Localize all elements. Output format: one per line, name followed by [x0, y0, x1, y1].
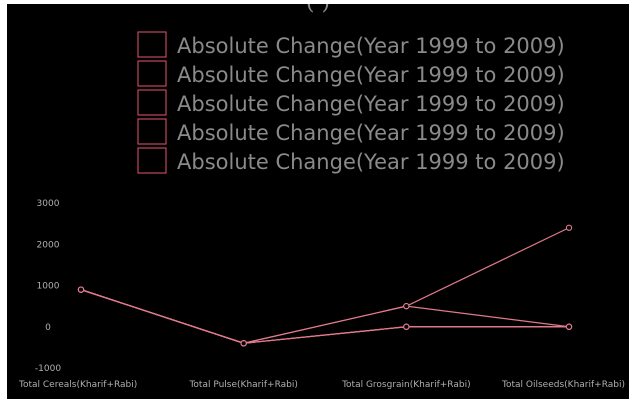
legend-label: Absolute Change(Year 1999 to 2009)	[177, 34, 565, 58]
legend-swatch	[137, 89, 167, 116]
legend-swatch	[137, 60, 167, 87]
x-tick-label: Total Pulse(Kharif+Rabi)	[188, 380, 297, 390]
y-tick-label: 1000	[37, 282, 60, 292]
legend-label: Absolute Change(Year 1999 to 2009)	[177, 121, 565, 145]
data-point	[565, 323, 573, 330]
y-tick-label: 0	[45, 323, 51, 333]
top-title-fragment: ( )	[7, 4, 629, 15]
series-line	[80, 227, 570, 344]
legend-label: Absolute Change(Year 1999 to 2009)	[177, 150, 565, 174]
legend-swatch	[137, 118, 167, 145]
data-point	[240, 340, 247, 347]
y-tick-label: -1000	[35, 364, 61, 374]
line-chart: Absolute Change(Year 1999 to 2009) Absolu…	[18, 31, 625, 390]
x-tick-label: Total Oilseeds(Kharif+Rabi)	[501, 380, 625, 390]
data-point	[565, 224, 573, 231]
x-tick-label: Total Cereals(Kharif+Rabi)	[18, 380, 137, 390]
data-point	[77, 286, 85, 293]
series	[77, 224, 573, 347]
y-tick-label: 2000	[37, 240, 60, 250]
y-tick-label: 3000	[37, 199, 60, 209]
legend-label: Absolute Change(Year 1999 to 2009)	[177, 92, 565, 116]
axes: -1000 0 1000 2000 3000 Total Cereals(Kharif+R…	[18, 199, 625, 390]
series-line	[80, 289, 569, 344]
legend-swatch	[137, 31, 167, 58]
data-point	[403, 302, 410, 310]
legend: Absolute Change(Year 1999 to 2009) Absolu…	[137, 31, 565, 174]
data-point	[403, 323, 410, 330]
legend-swatch	[137, 147, 167, 174]
legend-label: Absolute Change(Year 1999 to 2009)	[177, 63, 565, 87]
x-tick-label: Total Grosgrain(Kharif+Rabi)	[341, 380, 471, 390]
chart-frame: ( ) Absolute Change(Year 1999 to 2009)Ab…	[4, 4, 632, 399]
